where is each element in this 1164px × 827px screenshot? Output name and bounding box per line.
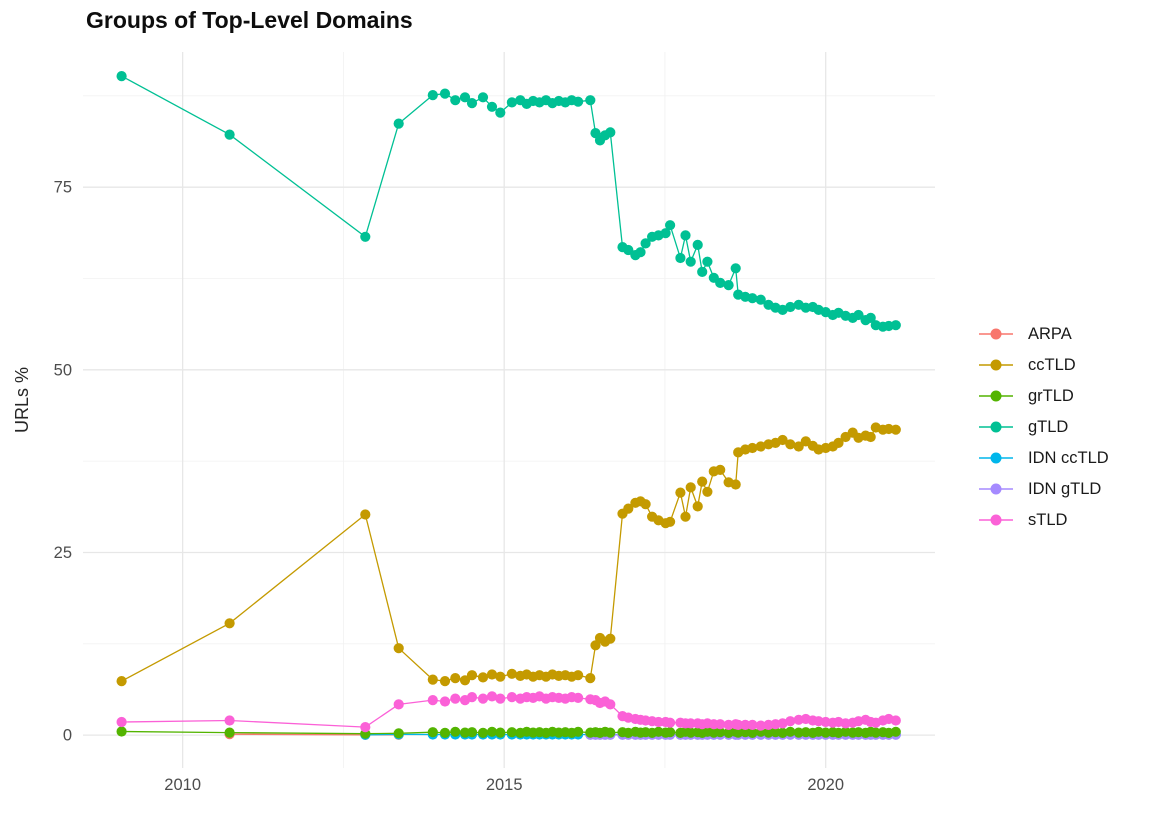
- legend-item-label: gTLD: [1028, 417, 1069, 436]
- legend-item: sTLD: [976, 509, 1109, 531]
- legend-item: IDN gTLD: [976, 478, 1109, 500]
- legend-item-label: IDN ccTLD: [1028, 448, 1109, 467]
- legend-item: IDN ccTLD: [976, 447, 1109, 469]
- legend-item: ARPA: [976, 323, 1109, 345]
- series-gtld: [116, 71, 901, 332]
- legend-key-icon: [979, 452, 1013, 464]
- y-tick-labels: 0 25 50 75: [54, 179, 72, 745]
- svg-text:2010: 2010: [164, 776, 201, 794]
- legend-key-icon: [979, 514, 1013, 526]
- chart-title: Groups of Top-Level Domains: [86, 7, 413, 33]
- gridlines-minor: [83, 52, 935, 768]
- svg-text:50: 50: [54, 361, 72, 379]
- x-tick-labels: 2010 2015 2020: [164, 776, 844, 794]
- legend-item: ccTLD: [976, 354, 1109, 376]
- gridlines-major: [83, 52, 935, 768]
- series-cctld: [116, 422, 901, 687]
- legend-key-icon: [979, 421, 1013, 433]
- legend-key-icon: [979, 328, 1013, 340]
- legend-item-label: ccTLD: [1028, 355, 1076, 374]
- y-axis-label: URLs %: [12, 367, 32, 434]
- legend: ARPA ccTLD grTLD gTLD IDN ccTLD: [976, 323, 1109, 531]
- legend-key-icon: [979, 359, 1013, 371]
- svg-text:2020: 2020: [807, 776, 844, 794]
- series-grtld: [116, 726, 901, 739]
- svg-text:75: 75: [54, 179, 72, 197]
- legend-key-icon: [979, 390, 1013, 402]
- legend-item-label: grTLD: [1028, 386, 1074, 405]
- svg-text:2015: 2015: [486, 776, 523, 794]
- legend-item-label: ARPA: [1028, 324, 1072, 343]
- legend-item-label: sTLD: [1028, 510, 1068, 529]
- legend-item: gTLD: [976, 416, 1109, 438]
- series-stld: [116, 691, 901, 733]
- legend-item-label: IDN gTLD: [1028, 479, 1102, 498]
- legend-item: grTLD: [976, 385, 1109, 407]
- legend-key-icon: [979, 483, 1013, 495]
- svg-text:0: 0: [63, 727, 72, 745]
- svg-text:25: 25: [54, 544, 72, 562]
